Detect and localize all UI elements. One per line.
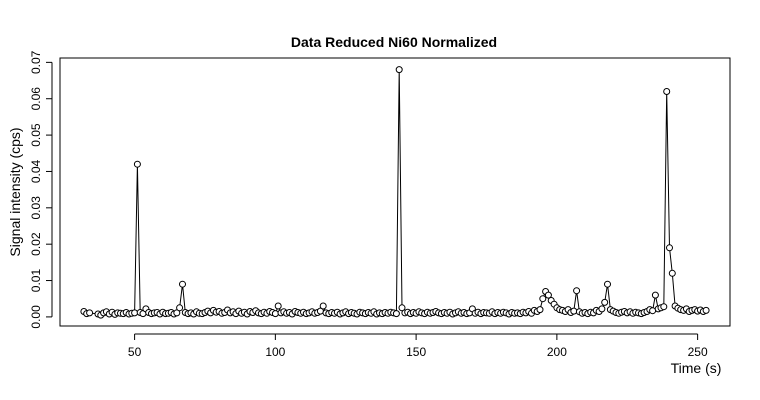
y-tick-label: 0.03: [29, 196, 43, 220]
data-point: [133, 160, 141, 168]
data-point: [173, 309, 181, 317]
plot-frame: [59, 57, 731, 327]
y-tick-label: 0.04: [29, 159, 43, 183]
data-point: [131, 309, 139, 317]
x-axis-label: Time (s): [671, 360, 722, 376]
x-tick-label: 250: [688, 345, 708, 359]
x-tick-label: 150: [406, 345, 426, 359]
data-point: [392, 310, 400, 318]
data-point: [544, 291, 552, 299]
data-point: [660, 303, 668, 311]
y-tick-label: 0.01: [29, 269, 43, 293]
data-point: [398, 304, 406, 312]
x-tick-label: 50: [128, 345, 142, 359]
x-axis: 50 100 150 200 250: [128, 333, 708, 359]
data-point: [604, 280, 611, 288]
data-point: [702, 306, 710, 314]
data-point: [179, 280, 186, 288]
x-tick-label: 200: [547, 345, 567, 359]
data-point: [536, 306, 544, 314]
y-tick-label: 0.07: [29, 50, 43, 74]
data-point: [86, 309, 94, 317]
y-tick-label: 0.06: [29, 87, 43, 111]
data-point: [668, 269, 676, 277]
data-point: [573, 287, 581, 295]
series-line: [83, 69, 707, 316]
data-point: [666, 244, 673, 252]
data-point: [176, 304, 184, 312]
data-point: [395, 66, 403, 74]
data-point: [570, 307, 578, 315]
data-point: [663, 88, 671, 95]
data-point: [271, 310, 279, 318]
y-axis-label: Signal intensity (cps): [7, 127, 23, 256]
data-point: [539, 295, 547, 303]
y-tick-label: 0.00: [29, 305, 43, 329]
data-point: [598, 305, 606, 313]
x-tick-label: 100: [265, 345, 285, 359]
data-point: [274, 302, 282, 310]
data-point: [651, 291, 659, 299]
y-tick-label: 0.02: [29, 232, 43, 256]
data-series: [80, 66, 710, 319]
data-point: [601, 298, 609, 306]
y-axis: 0.00 0.01 0.02 0.03 0.04 0.05 0.06 0.07: [29, 50, 53, 329]
y-tick-label: 0.05: [29, 123, 43, 147]
data-point: [649, 307, 657, 315]
data-point: [319, 302, 327, 310]
chart-title: Data Reduced Ni60 Normalized: [291, 34, 497, 50]
